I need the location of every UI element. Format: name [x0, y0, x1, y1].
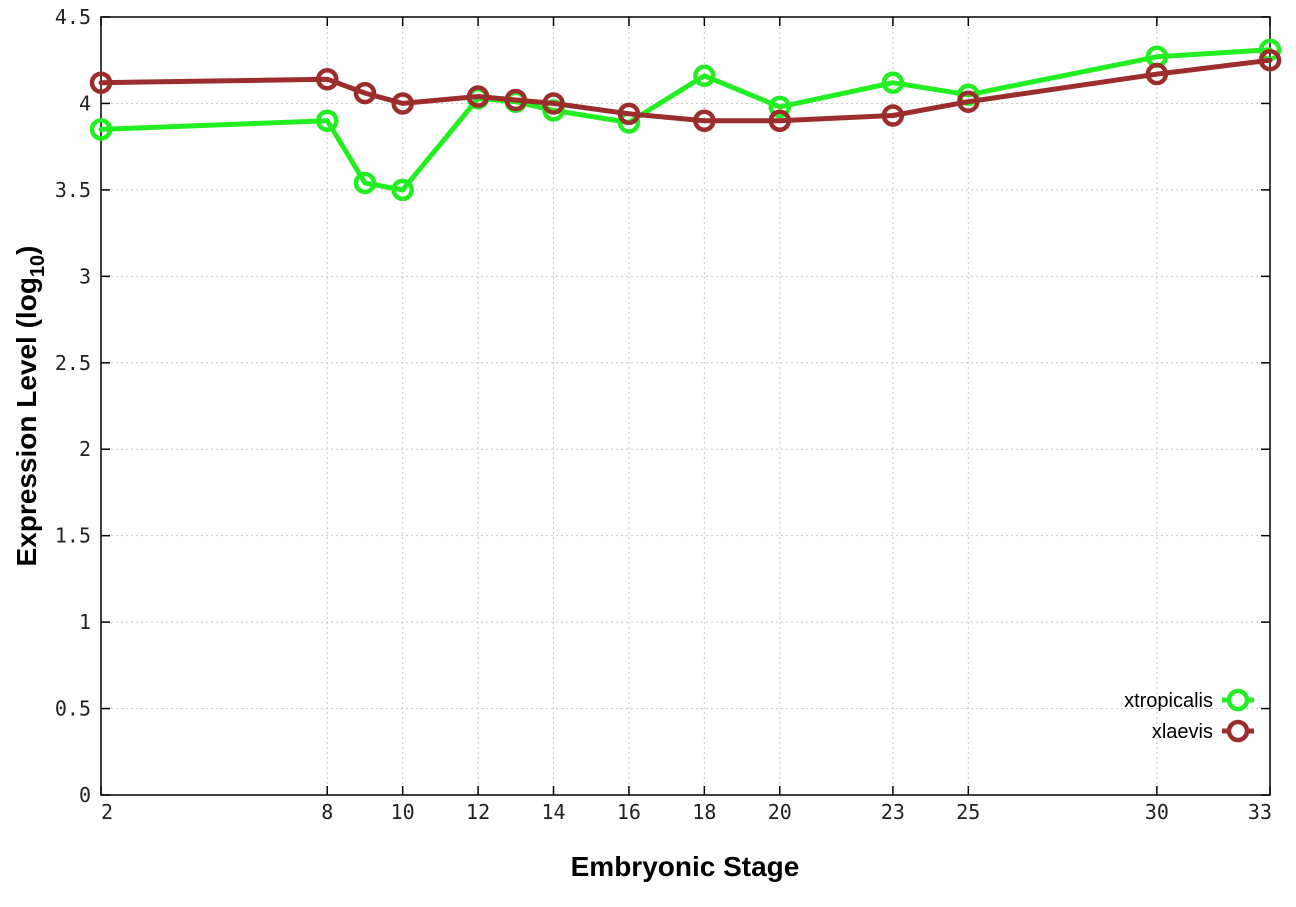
- data-point-xlaevis: [353, 81, 377, 105]
- y-tick-label: 1.5: [55, 524, 91, 548]
- y-axis-title: Expression Level (log10): [11, 246, 49, 567]
- legend-label-xlaevis: xlaevis: [1152, 721, 1213, 743]
- x-tick-label: 8: [321, 800, 333, 824]
- x-tick-label: 14: [541, 800, 565, 824]
- grid: [101, 17, 1270, 795]
- y-tick-label: 0.5: [55, 697, 91, 721]
- ticks: 0 0.5 1 1.5 2 2.5 3 3.5 4 4.5 2 8 10 12 14 16 18 20 23 25 30…: [55, 5, 1272, 824]
- data-point-xtropicalis: [693, 64, 716, 88]
- series: [89, 38, 1282, 202]
- data-point-xtropicalis: [353, 171, 377, 195]
- x-tick-label: 30: [1145, 800, 1169, 824]
- data-point-xtropicalis: [881, 71, 905, 94]
- data-point-xtropicalis: [89, 118, 113, 141]
- y-tick-label: 0: [79, 783, 91, 807]
- y-tick-label: 3.5: [55, 178, 91, 202]
- y-tick-label: 1: [79, 610, 91, 634]
- data-point-xtropicalis: [768, 95, 792, 119]
- legend-label-xtropicalis: xtropicalis: [1124, 690, 1213, 712]
- x-tick-label: 20: [768, 800, 792, 824]
- legend-swatch-marker-xtropicalis: [1226, 688, 1250, 712]
- series-line-xtropicalis: [98, 47, 1273, 193]
- y-axis-title-close: ): [11, 246, 42, 255]
- x-axis-title: Embryonic Stage: [571, 851, 800, 882]
- data-point-xlaevis: [504, 88, 528, 112]
- data-point-xlaevis: [881, 104, 905, 127]
- x-tick-label: 2: [101, 800, 113, 824]
- data-point-xlaevis: [768, 109, 792, 132]
- x-tick-label: 18: [692, 800, 716, 824]
- data-point-xtropicalis: [316, 109, 339, 132]
- data-point-xlaevis: [957, 90, 980, 113]
- data-point-xlaevis: [391, 92, 414, 115]
- x-tick-label: 16: [617, 800, 641, 824]
- x-tick-label: 25: [956, 800, 980, 824]
- x-tick-label: 23: [881, 800, 905, 824]
- y-tick-label: 3: [79, 264, 91, 288]
- data-point-xlaevis: [1258, 48, 1282, 72]
- plot-frame: [100, 16, 1271, 796]
- data-point-xlaevis: [693, 109, 716, 132]
- y-tick-label: 4: [79, 91, 91, 115]
- legend: xtropicalis xlaevis: [1124, 688, 1254, 743]
- series-line-xlaevis: [98, 57, 1273, 124]
- legend-swatch-marker-xlaevis: [1226, 719, 1250, 743]
- y-tick-label: 2.5: [55, 351, 91, 375]
- data-point-xlaevis: [466, 85, 490, 108]
- x-tick-label: 33: [1248, 800, 1272, 824]
- x-tick-label: 12: [466, 800, 490, 824]
- y-tick-label: 4.5: [55, 5, 91, 29]
- data-point-xlaevis: [1145, 62, 1169, 86]
- y-tick-label: 2: [79, 437, 91, 461]
- data-point-xtropicalis: [391, 178, 414, 202]
- x-tick-label: 10: [391, 800, 415, 824]
- y-axis-title-main: Expression Level (log: [11, 277, 42, 566]
- data-point-xlaevis: [617, 102, 641, 126]
- data-point-xlaevis: [316, 67, 339, 91]
- data-point-xlaevis: [542, 92, 565, 115]
- data-point-xlaevis: [89, 71, 113, 94]
- y-axis-title-subscript: 10: [27, 255, 49, 277]
